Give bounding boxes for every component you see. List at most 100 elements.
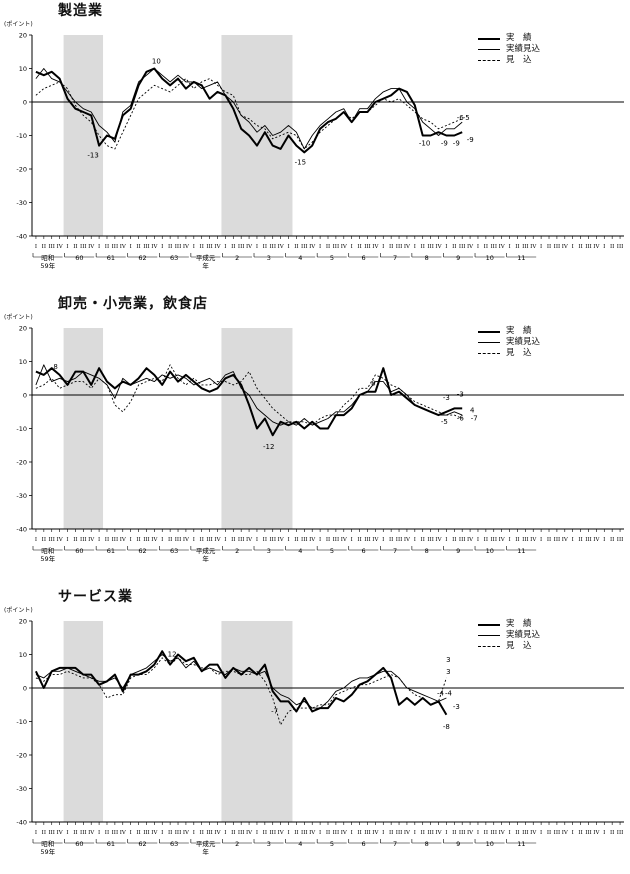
x-tick-label: I	[130, 244, 132, 250]
x-tick-label: IV	[214, 537, 221, 543]
year-label: 平成元	[196, 253, 216, 262]
x-tick-label: IV	[151, 830, 158, 836]
x-tick-label: III	[459, 244, 466, 250]
x-tick-label: II	[421, 537, 425, 543]
y-tick-label: -30	[16, 199, 27, 207]
x-tick-label: IV	[151, 537, 158, 543]
year-label: 59年	[40, 847, 55, 856]
x-tick-label: III	[459, 830, 466, 836]
x-tick-label: III	[364, 244, 371, 250]
x-tick-label: II	[105, 830, 109, 836]
x-tick-label: I	[540, 537, 542, 543]
x-tick-label: II	[515, 537, 519, 543]
year-label: 3	[267, 840, 271, 848]
x-tick-label: IV	[499, 830, 506, 836]
x-tick-label: III	[206, 537, 213, 543]
x-tick-label: III	[554, 244, 561, 250]
x-tick-label: II	[484, 537, 488, 543]
year-label: 9	[456, 254, 460, 262]
legend-actual: 実 績	[505, 33, 532, 43]
year-label: 8	[425, 547, 429, 555]
data-annotation: -9	[441, 140, 448, 148]
x-tick-label: II	[73, 830, 77, 836]
year-label: 3	[267, 547, 271, 555]
x-tick-label: IV	[183, 830, 190, 836]
x-tick-label: II	[263, 537, 267, 543]
x-tick-label: III	[585, 830, 592, 836]
data-annotation: -10	[419, 140, 430, 148]
x-tick-label: I	[256, 830, 258, 836]
chart-title: 製造業	[58, 3, 103, 19]
x-tick-label: III	[585, 244, 592, 250]
data-annotation: -8	[443, 723, 450, 731]
x-tick-label: III	[617, 244, 624, 250]
x-tick-label: III	[554, 537, 561, 543]
x-tick-label: II	[389, 830, 393, 836]
x-tick-label: III	[238, 537, 245, 543]
x-tick-label: I	[66, 537, 68, 543]
x-tick-label: IV	[183, 537, 190, 543]
x-tick-label: II	[263, 830, 267, 836]
x-tick-label: I	[382, 537, 384, 543]
legend-actual: 実 績	[505, 619, 532, 629]
x-tick-label: I	[130, 537, 132, 543]
x-tick-label: IV	[435, 244, 442, 250]
x-tick-label: II	[105, 244, 109, 250]
shaded-band	[63, 328, 104, 529]
x-tick-label: IV	[341, 537, 348, 543]
year-label: 8	[425, 840, 429, 848]
legend-forecast: 見 込	[505, 348, 532, 358]
year-label: 60	[75, 254, 83, 262]
year-label: 7	[393, 840, 397, 848]
x-tick-label: II	[389, 537, 393, 543]
year-label: 59年	[40, 261, 55, 270]
x-tick-label: IV	[57, 537, 64, 543]
x-tick-label: IV	[278, 244, 285, 250]
x-tick-label: III	[269, 244, 276, 250]
x-tick-label: II	[484, 244, 488, 250]
x-tick-label: II	[547, 537, 551, 543]
x-tick-label: IV	[246, 830, 253, 836]
x-tick-label: III	[301, 830, 308, 836]
x-tick-label: I	[603, 830, 605, 836]
x-tick-label: IV	[499, 537, 506, 543]
x-tick-label: III	[143, 830, 150, 836]
series-line-3	[35, 78, 463, 150]
x-tick-label: IV	[246, 244, 253, 250]
x-tick-label: IV	[120, 537, 127, 543]
data-annotation: 10	[152, 58, 161, 66]
x-tick-label: II	[42, 830, 46, 836]
x-tick-label: IV	[593, 244, 600, 250]
x-tick-label: III	[206, 830, 213, 836]
data-annotation: 3	[446, 668, 450, 676]
x-tick-label: II	[168, 537, 172, 543]
x-tick-label: III	[333, 244, 340, 250]
y-tick-label: -10	[16, 425, 27, 433]
x-tick-label: II	[73, 537, 77, 543]
legend: 実 績 実績見込 見 込	[477, 326, 540, 359]
year-label: 昭和	[41, 253, 54, 262]
x-tick-label: II	[42, 244, 46, 250]
x-tick-label: III	[48, 830, 55, 836]
x-tick-label: IV	[120, 830, 127, 836]
data-annotation: -15	[295, 158, 306, 166]
x-tick-label: I	[161, 537, 163, 543]
legend-actual: 実 績	[505, 326, 532, 336]
x-tick-label: III	[522, 830, 529, 836]
x-tick-label: IV	[57, 830, 64, 836]
x-tick-label: I	[224, 537, 226, 543]
x-tick-label: III	[48, 244, 55, 250]
legend-expected-actual: 実績見込	[505, 44, 540, 54]
x-tick-label: IV	[404, 537, 411, 543]
x-tick-label: I	[445, 244, 447, 250]
x-tick-label: I	[224, 244, 226, 250]
x-tick-label: II	[200, 537, 204, 543]
y-tick-label: 0	[23, 99, 27, 107]
year-label: 6	[361, 840, 365, 848]
x-tick-label: II	[231, 537, 235, 543]
year-label: 59年	[40, 554, 55, 563]
x-tick-label: III	[143, 244, 150, 250]
legend: 実 績 実績見込 見 込	[477, 33, 540, 66]
year-label: 10	[486, 254, 494, 262]
